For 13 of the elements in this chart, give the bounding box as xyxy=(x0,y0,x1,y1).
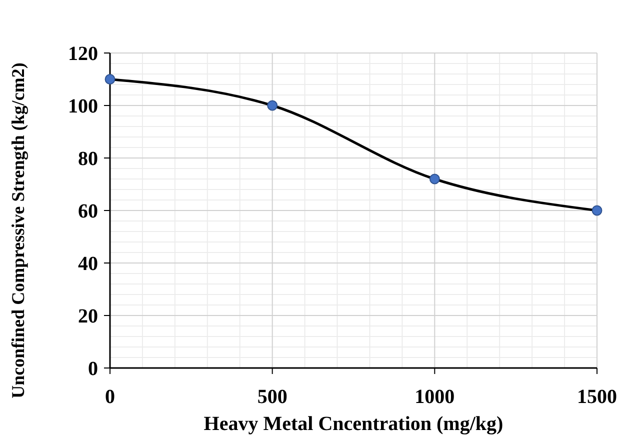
x-tick-label: 0 xyxy=(105,386,115,408)
y-tick-label: 40 xyxy=(78,253,98,275)
x-tick-label: 1000 xyxy=(414,386,455,408)
y-tick-label: 100 xyxy=(68,96,98,118)
x-axis-title: Heavy Metal Cncentration (mg/kg) xyxy=(204,413,504,435)
x-tick-label: 500 xyxy=(257,386,288,408)
y-tick-label: 60 xyxy=(78,200,98,222)
x-tick-label: 1500 xyxy=(577,386,617,408)
y-tick-label: 20 xyxy=(78,306,98,328)
y-tick-label: 120 xyxy=(68,43,98,65)
y-tick-label: 0 xyxy=(88,358,98,380)
y-tick-label: 80 xyxy=(78,148,98,170)
y-axis-title: Unconfined Compressive Strength (kg/cm2) xyxy=(8,62,28,398)
